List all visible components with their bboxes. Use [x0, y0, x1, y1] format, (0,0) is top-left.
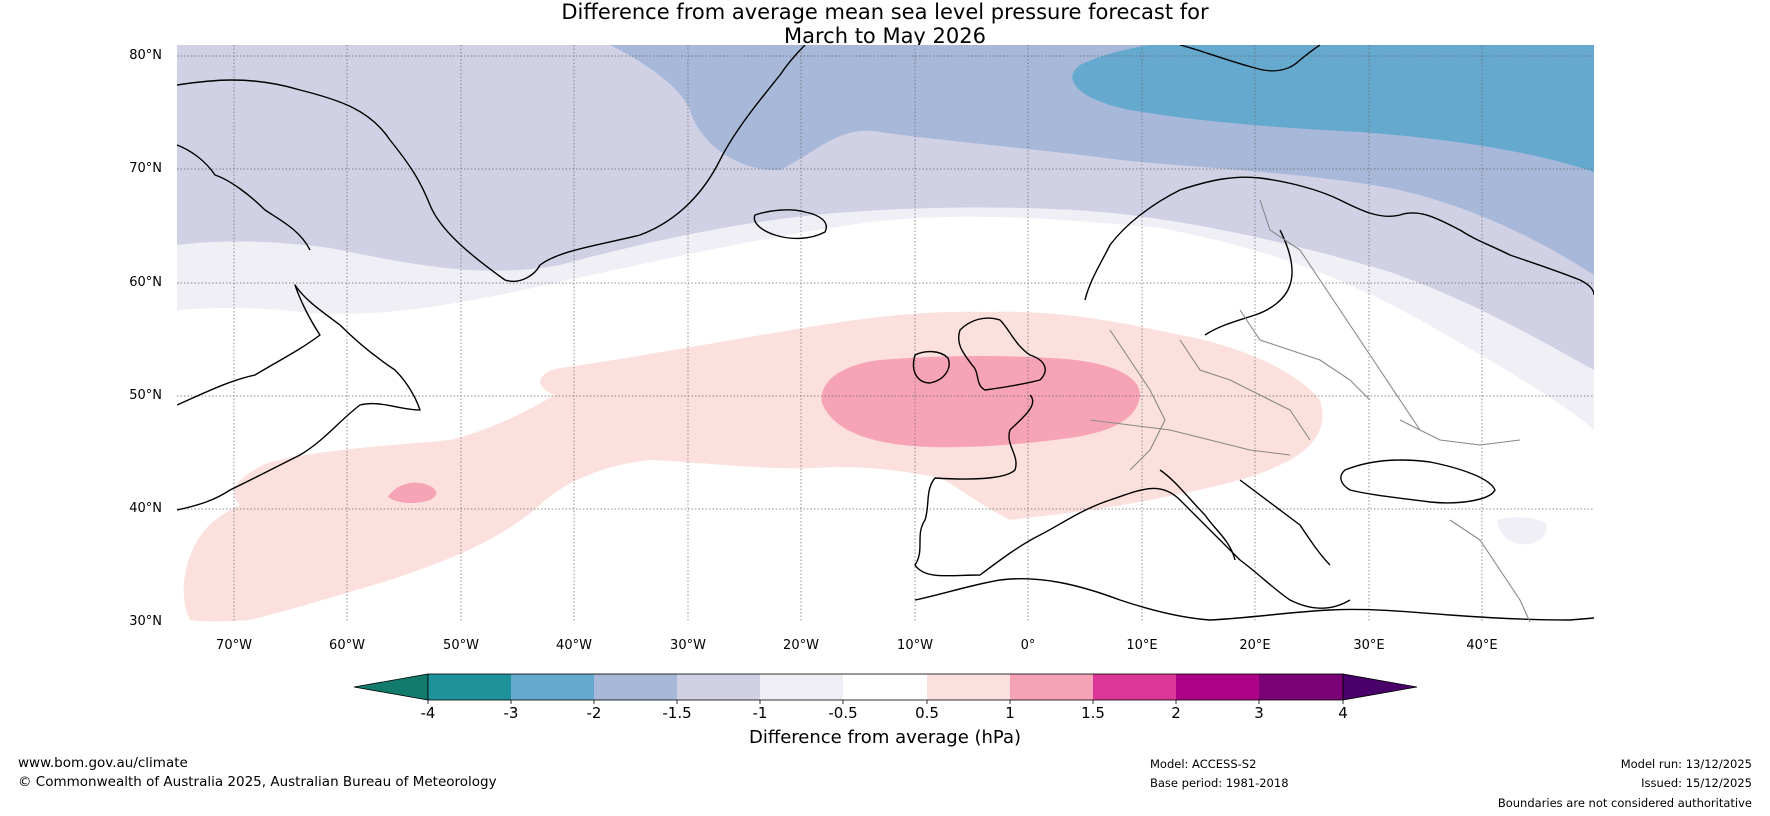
disclaimer-text: Boundaries are not considered authoritat…: [1497, 796, 1752, 810]
colorbar-tick: -1: [752, 704, 768, 722]
lon-label-20w: 20°W: [783, 638, 819, 653]
country-borders: [1089, 199, 1531, 622]
coastline-greenland-west: [177, 144, 311, 251]
colorbar-segment: [677, 674, 760, 700]
map-title: Difference from average mean sea level p…: [0, 0, 1770, 48]
colorbar-tick: 0.5: [915, 704, 939, 722]
lon-label-30w: 30°W: [670, 638, 706, 653]
model-run-text: Model run: 13/12/2025: [1620, 757, 1752, 771]
lon-label-70w: 70°W: [216, 638, 252, 653]
lon-label-60w: 60°W: [329, 638, 365, 653]
colorbar-tick: 4: [1338, 704, 1348, 722]
anomaly-pos1-band: [821, 355, 1140, 448]
website-link[interactable]: www.bom.gov.au/climate: [18, 755, 188, 771]
colorbar-segment: [511, 674, 594, 700]
issued-text: Issued: 15/12/2025: [1641, 776, 1752, 790]
colorbar-segment: [1176, 674, 1259, 700]
lat-label-30n: 30°N: [129, 614, 162, 629]
colorbar-segment: [843, 674, 927, 700]
graticule: [177, 45, 1594, 622]
lon-label-50w: 50°W: [443, 638, 479, 653]
colorbar-segment: [760, 674, 843, 700]
colorbar-tick: -0.5: [828, 704, 858, 722]
anomaly-neg05-patch-turkey: [1497, 517, 1547, 545]
coastline-black-sea: [1340, 459, 1496, 504]
coastline-western-europe: [914, 394, 1351, 609]
coastline-italy-balkans: [1159, 469, 1331, 566]
coastline-uk: [958, 317, 1046, 391]
colorbar-tick: 1.5: [1081, 704, 1105, 722]
colorbar-tick: 3: [1254, 704, 1264, 722]
colorbar-tick: 2: [1171, 704, 1181, 722]
colorbar-tick: -4: [420, 704, 436, 722]
colorbar-tick: 1: [1005, 704, 1015, 722]
colorbar-segment: [594, 674, 677, 700]
anomaly-pos1-patch-atlantic: [388, 482, 437, 504]
lat-label-80n: 80°N: [129, 48, 162, 63]
coastline-canada: [177, 284, 421, 511]
base-period-text: Base period: 1981-2018: [1150, 776, 1289, 790]
colorbar: [353, 673, 1418, 704]
colorbar-segment: [1010, 674, 1093, 700]
colorbar-tick: -1.5: [662, 704, 692, 722]
coastline-north-africa: [914, 578, 1594, 621]
coastline-iceland: [753, 209, 827, 240]
lon-label-40w: 40°W: [556, 638, 592, 653]
coastline-svalbard: [1179, 45, 1321, 72]
lat-label-40n: 40°N: [129, 501, 162, 516]
lon-label-40e: 40°E: [1466, 638, 1498, 653]
lon-label-0: 0°: [1020, 638, 1036, 653]
colorbar-extend-high: [1342, 673, 1418, 701]
coastline-baltic: [1204, 229, 1293, 336]
lon-label-20e: 20°E: [1239, 638, 1271, 653]
lat-label-70n: 70°N: [129, 161, 162, 176]
lat-label-60n: 60°N: [129, 275, 162, 290]
coastline-ireland: [912, 350, 950, 384]
colorbar-segment: [927, 674, 1010, 700]
colorbar-segment: [428, 674, 511, 700]
lon-label-10e: 10°E: [1126, 638, 1158, 653]
lon-label-30e: 30°E: [1353, 638, 1385, 653]
colorbar-tick: -3: [503, 704, 519, 722]
model-text: Model: ACCESS-S2: [1150, 757, 1257, 771]
copyright-text: © Commonwealth of Australia 2025, Austra…: [18, 774, 497, 790]
coastline-scandinavia: [1084, 176, 1594, 301]
colorbar-label: Difference from average (hPa): [748, 727, 1022, 748]
coastline-greenland: [177, 45, 806, 282]
colorbar-segment: [1093, 674, 1176, 700]
colorbar-extend-low: [353, 673, 429, 701]
lon-label-10w: 10°W: [897, 638, 933, 653]
pressure-anomaly-map: [177, 45, 1594, 622]
colorbar-tick: -2: [586, 704, 602, 722]
title-line-2: March to May 2026: [784, 24, 986, 48]
title-line-1: Difference from average mean sea level p…: [561, 0, 1209, 24]
anomaly-neg2-band: [1072, 45, 1594, 172]
lat-label-50n: 50°N: [129, 388, 162, 403]
colorbar-segment: [1259, 674, 1343, 700]
